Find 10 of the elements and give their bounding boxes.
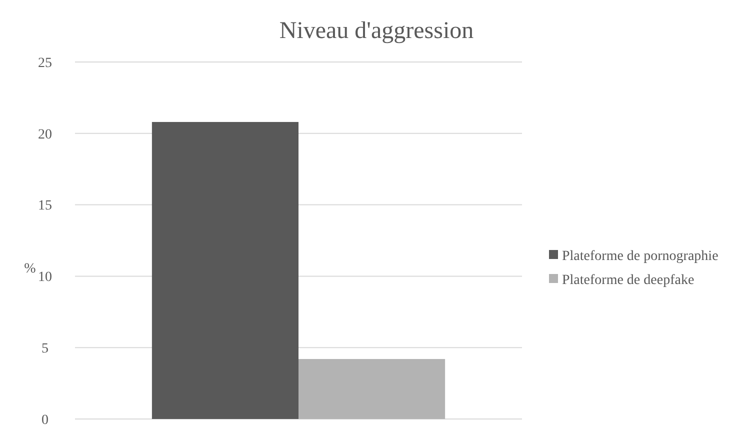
y-tick-label: 5 [42,342,48,356]
y-tick-label: 0 [42,412,48,428]
legend-label: Plateforme de pornographie [562,248,718,264]
y-axis-title: % [24,262,36,276]
chart-title: Niveau d'aggression [279,18,474,44]
y-tick-label: 25 [38,56,52,71]
y-tick-label: 10 [38,270,52,286]
y-tick-label: 15 [38,198,52,214]
legend-label: Plateforme de deepfake [562,272,694,288]
y-tick-label: 20 [38,127,52,142]
